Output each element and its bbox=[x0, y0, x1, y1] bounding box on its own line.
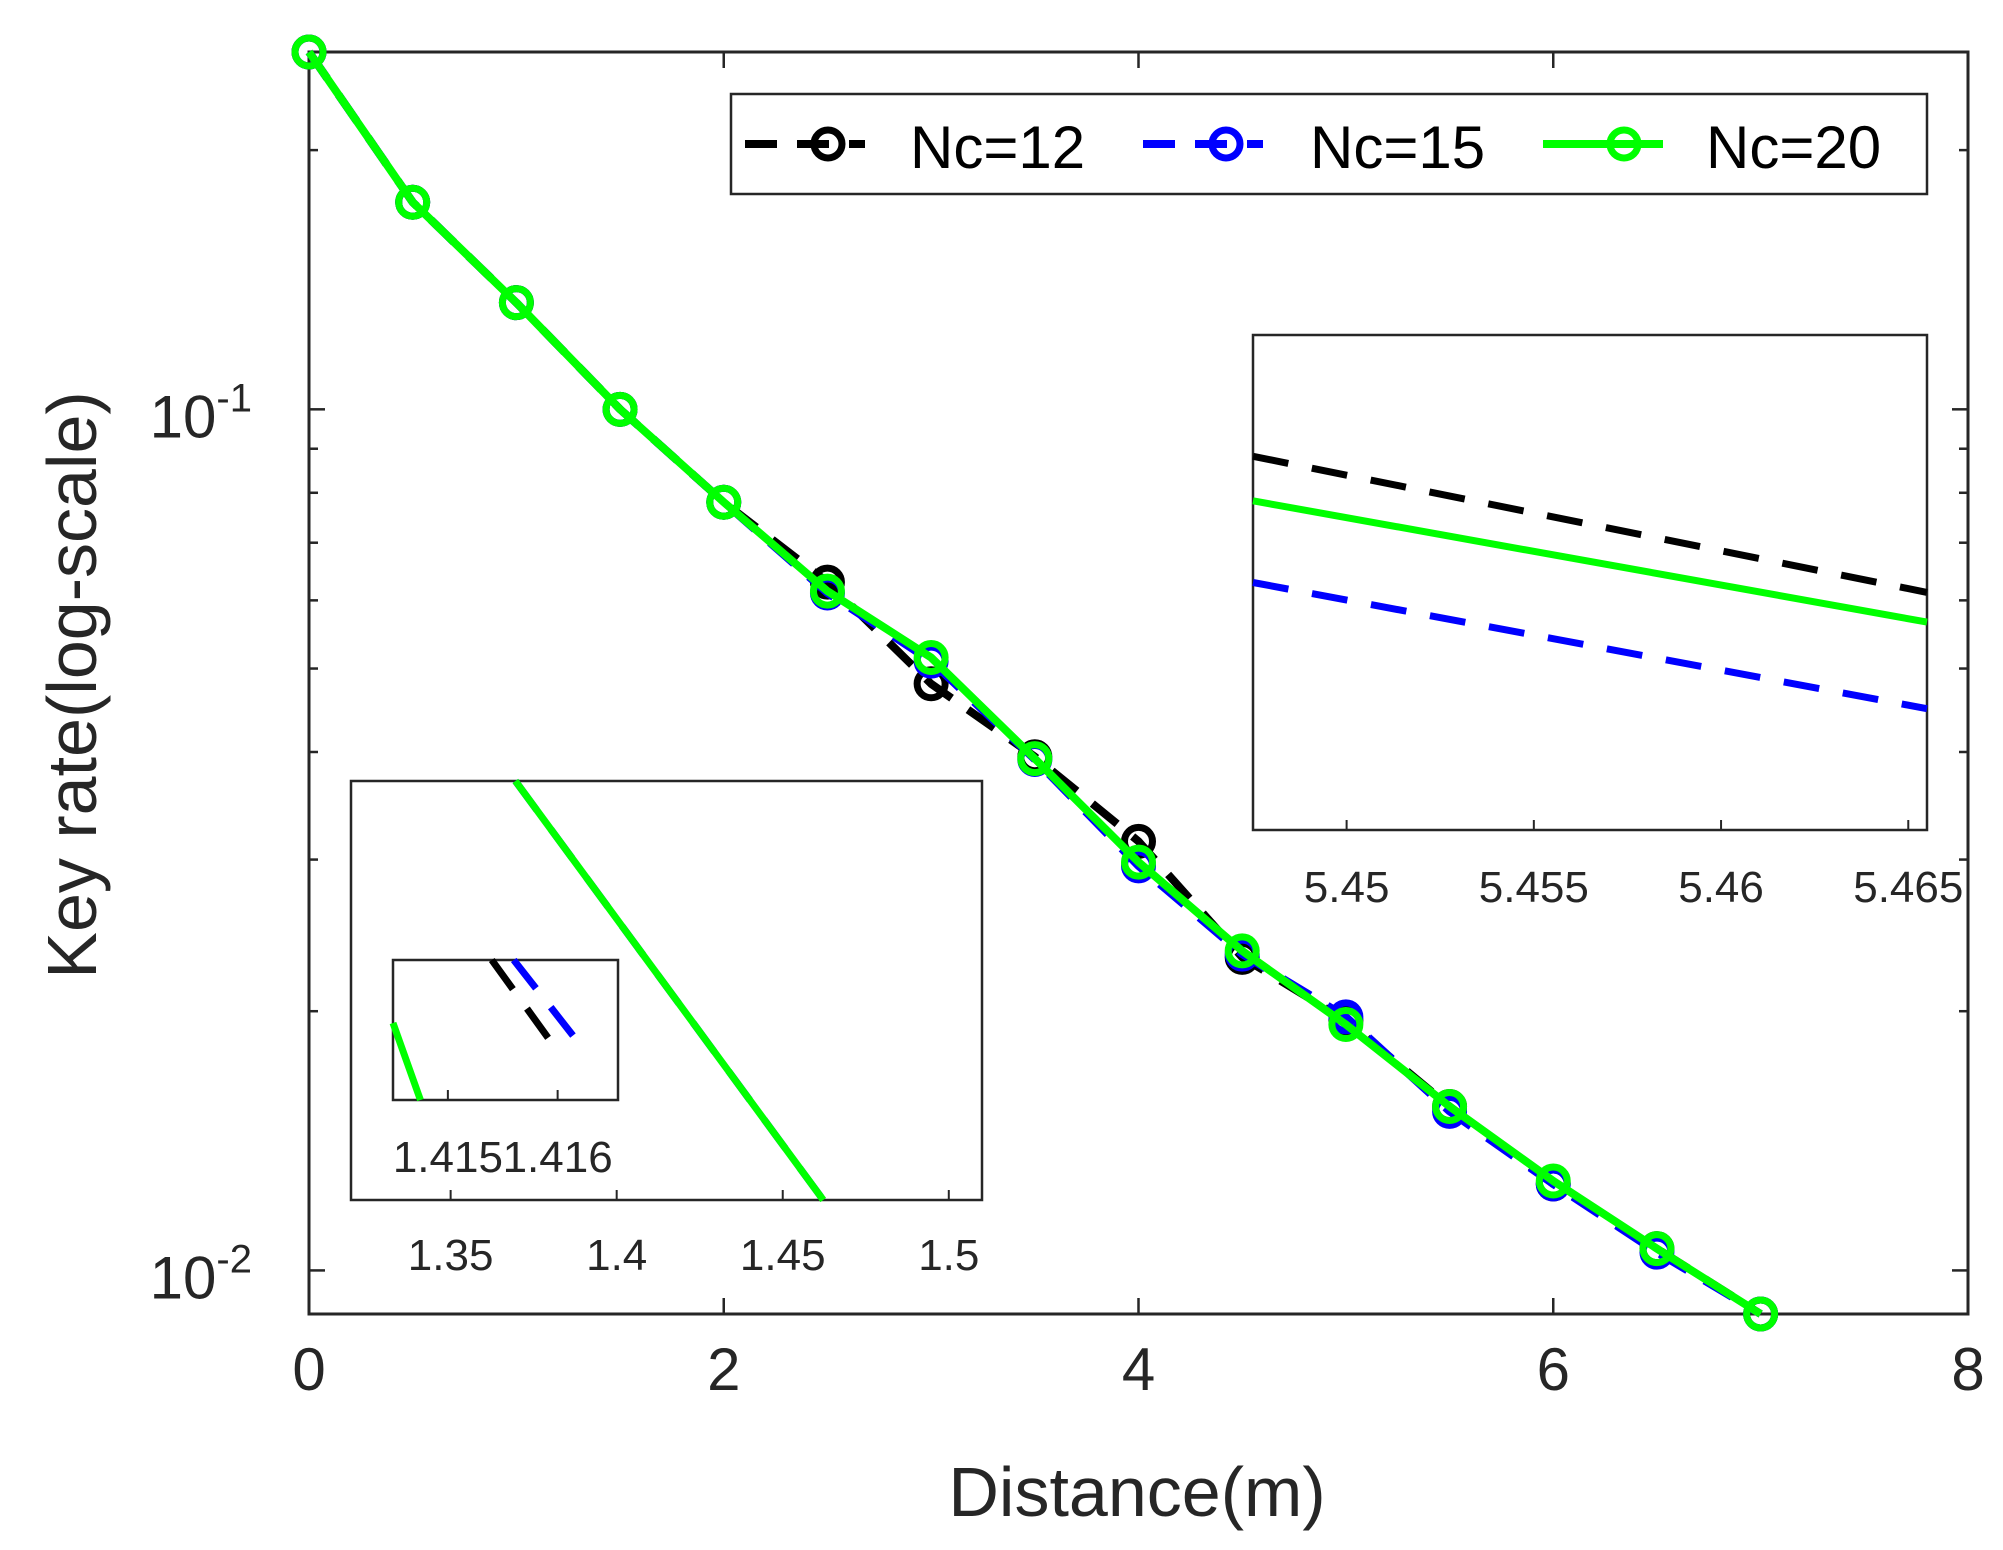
inset-left-tick-labels: 1.35 1.4 1.45 1.5 bbox=[408, 1231, 980, 1280]
inset-nested-series-line-nc20 bbox=[389, 1021, 424, 1102]
legend-marker-nc15 bbox=[1208, 126, 1244, 162]
inset-right-tick-label: 5.455 bbox=[1479, 863, 1589, 912]
y-tick-label: 10-1 bbox=[150, 376, 252, 450]
data-point-nc20 bbox=[498, 285, 534, 321]
legend-box bbox=[729, 92, 1929, 196]
x-tick-label: 0 bbox=[292, 1336, 325, 1403]
legend-label-nc20: Nc=20 bbox=[1706, 114, 1881, 181]
data-point-nc20 bbox=[1743, 1296, 1779, 1332]
inset-right-frame bbox=[1251, 333, 1929, 832]
legend-item-nc15: Nc=15 bbox=[1143, 114, 1485, 181]
x-axis-label: Distance(m) bbox=[948, 1453, 1325, 1531]
legend-marker-nc20 bbox=[1606, 126, 1642, 162]
data-point-nc20 bbox=[1017, 741, 1053, 777]
inset-zoom-nested: 1.415 1.416 bbox=[389, 957, 620, 1182]
inset-nested-series-line-nc12 bbox=[488, 957, 561, 1054]
data-point-nc20 bbox=[291, 34, 327, 70]
data-point-nc20 bbox=[1535, 1163, 1571, 1199]
data-point-nc20 bbox=[1639, 1231, 1675, 1267]
inset-left-tick-label: 1.5 bbox=[918, 1231, 979, 1280]
legend-label-nc12: Nc=12 bbox=[910, 114, 1085, 181]
inset-nested-tick-label: 1.415 bbox=[393, 1133, 503, 1182]
inset-right-tick-label: 5.46 bbox=[1678, 863, 1764, 912]
legend-label-nc15: Nc=15 bbox=[1310, 114, 1485, 181]
inset-right-series-line-nc20 bbox=[1252, 497, 1928, 626]
y-axis-label: Key rate(log-scale) bbox=[33, 391, 111, 978]
legend-item-nc12: Nc=12 bbox=[745, 114, 1085, 181]
data-point-nc20 bbox=[1328, 1007, 1364, 1043]
inset-right-series-line-nc15 bbox=[1252, 579, 1928, 713]
data-point-nc20 bbox=[1432, 1089, 1468, 1125]
y-tick-label: 10-2 bbox=[150, 1237, 252, 1311]
x-tick-label: 4 bbox=[1122, 1336, 1155, 1403]
x-tick-label: 6 bbox=[1537, 1336, 1570, 1403]
inset-left-tick-label: 1.45 bbox=[740, 1231, 826, 1280]
legend: Nc=12 Nc=15 Nc=20 bbox=[729, 92, 1929, 196]
inset-left-series bbox=[449, 778, 950, 1203]
data-point-nc20 bbox=[809, 573, 845, 609]
series-line-nc20 bbox=[305, 49, 1763, 1318]
x-tick-labels: 0 2 4 6 8 bbox=[292, 1336, 1984, 1403]
inset-left-tick-label: 1.4 bbox=[586, 1231, 647, 1280]
inset-nested-tick-label: 1.416 bbox=[503, 1133, 613, 1182]
inset-left-series-line-nc20 bbox=[512, 778, 827, 1203]
y-tick-exponent: -1 bbox=[216, 376, 252, 420]
data-point-nc20 bbox=[395, 184, 431, 220]
main-tick-marks bbox=[307, 52, 1970, 1314]
y-tick-labels: 10-1 10-2 bbox=[150, 376, 252, 1311]
inset-nested-series-line-nc15 bbox=[510, 957, 588, 1054]
x-tick-label: 8 bbox=[1951, 1336, 1984, 1403]
y-tick-base: 10 bbox=[150, 1244, 217, 1311]
y-tick-base: 10 bbox=[150, 383, 217, 450]
inset-nested-tick-labels: 1.415 1.416 bbox=[393, 1133, 613, 1182]
y-tick-exponent: -2 bbox=[216, 1237, 252, 1281]
inset-zoom-left: 1.35 1.4 1.45 1.5 bbox=[349, 778, 984, 1280]
inset-zoom-right: 5.45 5.455 5.46 5.465 bbox=[1251, 333, 1964, 912]
legend-marker-nc12 bbox=[810, 126, 846, 162]
data-point-nc20 bbox=[1121, 844, 1156, 880]
inset-nested-series bbox=[389, 957, 588, 1102]
data-point-nc20 bbox=[706, 484, 742, 520]
data-point-nc20 bbox=[913, 639, 949, 675]
x-tick-label: 2 bbox=[707, 1336, 740, 1403]
inset-left-tick-label: 1.35 bbox=[408, 1231, 494, 1280]
inset-right-series-line-nc12 bbox=[1252, 452, 1928, 596]
data-point-nc20 bbox=[1224, 933, 1260, 969]
legend-item-nc20: Nc=20 bbox=[1543, 114, 1881, 181]
data-point-nc20 bbox=[602, 391, 638, 427]
inset-right-series bbox=[1252, 452, 1928, 830]
inset-right-tick-label: 5.465 bbox=[1853, 863, 1963, 912]
inset-right-tick-label: 5.45 bbox=[1304, 863, 1390, 912]
inset-right-tick-labels: 5.45 5.455 5.46 5.465 bbox=[1304, 863, 1964, 912]
main-series-group bbox=[291, 34, 1779, 1332]
